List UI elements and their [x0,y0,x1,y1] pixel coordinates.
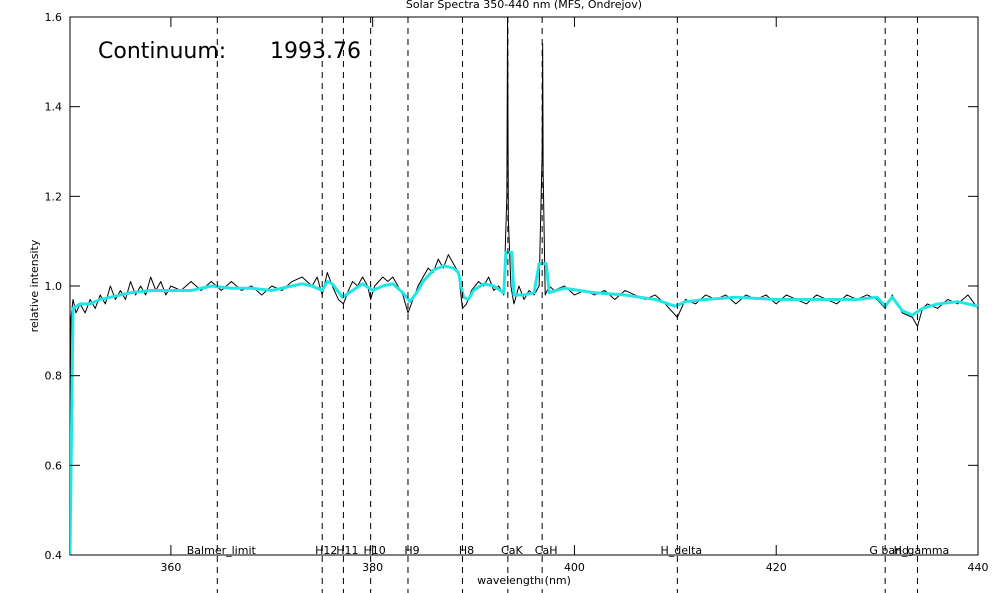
reference-label: CaK [501,544,523,557]
y-tick-label: 1.4 [45,101,63,114]
reference-label: G band [869,544,909,557]
reference-label: H12 [315,544,337,557]
x-tick-label: 360 [160,561,181,574]
reference-label: H9 [404,544,419,557]
annotation: Continuum: [98,39,226,64]
y-tick-label: 0.4 [45,549,63,562]
annotation: 1993.76 [270,39,361,64]
spectrum-line [70,17,978,555]
y-tick-label: 1.6 [45,11,63,24]
reference-label: Balmer_limit [187,544,257,557]
chart-title: Solar Spectra 350-440 nm (MFS, Ondrejov) [406,0,642,11]
reference-label: H11 [336,544,358,557]
spectrum-line [70,250,978,555]
x-tick-label: 440 [968,561,989,574]
y-tick-label: 0.8 [45,370,63,383]
plot-area [70,17,978,555]
y-axis-label: relative intensity [28,239,41,332]
y-tick-label: 0.6 [45,459,63,472]
reference-label: CaH [535,544,558,557]
x-tick-label: 420 [766,561,787,574]
y-tick-label: 1.2 [45,190,63,203]
y-tick-label: 1.0 [45,280,63,293]
x-tick-label: 400 [564,561,585,574]
x-axis-label: wavelength (nm) [477,574,571,587]
reference-label: H_gamma [894,544,950,557]
reference-label: H8 [459,544,474,557]
x-tick-label: 380 [362,561,383,574]
reference-label: H10 [364,544,386,557]
reference-label: H_delta [661,544,703,557]
